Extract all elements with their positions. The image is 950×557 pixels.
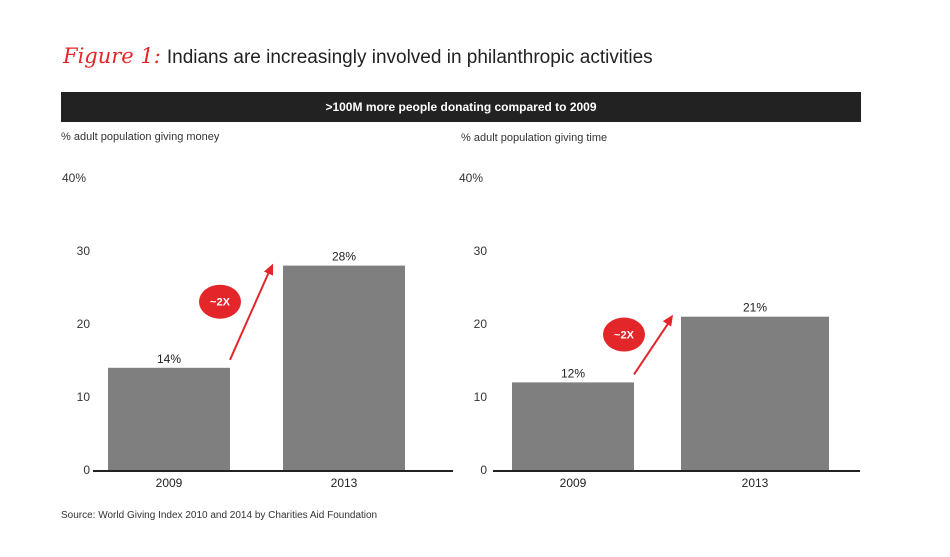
chart-2-bar [681,316,829,470]
chart-1-growth-arrow [229,269,271,361]
chart-1-growth-arrowhead [263,263,274,276]
banner: >100M more people donating compared to 2… [61,92,861,122]
chart-1-bar [108,367,230,470]
chart-2-growth-badge-label: ~2X [614,330,635,342]
figure-label: Figure 1: [63,44,161,68]
chart-1-value-label: 14% [157,352,181,366]
chart-2-ytick: 40% [459,171,483,185]
chart-1-ytick: 0 [83,463,90,477]
chart-2-ytick: 30 [474,244,488,258]
chart-1-title: % adult population giving money [61,131,220,143]
chart-2-xtick: 2009 [560,476,587,490]
chart-2-ytick: 20 [474,317,488,331]
chart-1-value-label: 28% [332,250,356,264]
chart-1-growth-badge [199,284,241,319]
chart-1-ytick: 20 [77,317,91,331]
chart-2-ytick: 0 [480,463,487,477]
chart-2-title: % adult population giving time [461,132,607,144]
chart-2-ytick: 10 [474,390,488,404]
chart-2-xtick: 2013 [742,476,769,490]
figure-title-text: Indians are increasingly involved in phi… [166,47,653,68]
chart-1-ytick: 30 [77,244,91,258]
chart-2-value-label: 12% [561,366,585,380]
chart-2-growth-arrow [633,320,671,375]
chart-2-growth-arrowhead [662,314,673,327]
chart-1-growth-badge-label: ~2X [210,297,231,309]
chart-1-xtick: 2013 [331,476,358,490]
chart-1-bar [283,265,405,470]
chart-1-ytick: 40% [62,171,86,185]
chart-2-growth-badge [603,317,645,352]
chart-2-bar [512,382,634,470]
chart-1-ytick: 10 [77,390,91,404]
chart-2-value-label: 21% [743,301,767,315]
source-note: Source: World Giving Index 2010 and 2014… [61,510,378,521]
figure-title: Figure 1: Indians are increasingly involv… [63,44,653,69]
chart-1-xtick: 2009 [156,476,183,490]
